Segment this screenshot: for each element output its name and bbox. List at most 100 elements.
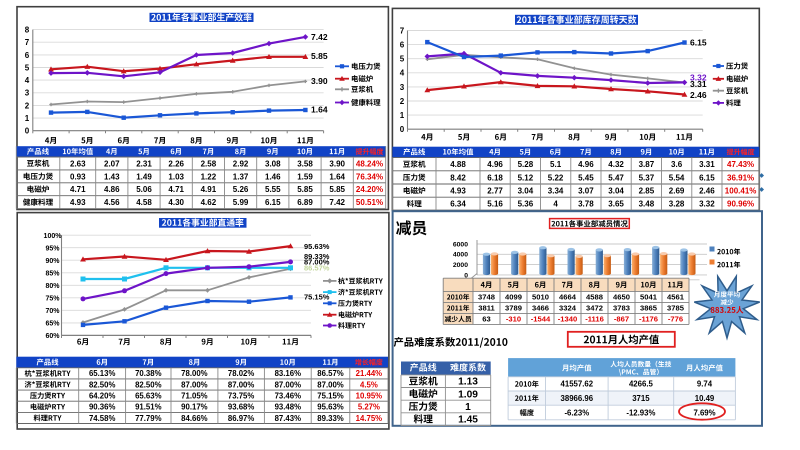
- svg-text:6: 6: [25, 51, 30, 60]
- svg-text:1.49: 1.49: [136, 172, 152, 181]
- svg-text:3324: 3324: [559, 304, 577, 313]
- svg-text:3.32: 3.32: [690, 73, 707, 83]
- svg-text:1.46: 1.46: [265, 172, 281, 181]
- svg-text:2.46: 2.46: [690, 90, 707, 100]
- svg-text:3.58: 3.58: [297, 159, 313, 168]
- svg-text:1.22: 1.22: [201, 172, 217, 181]
- svg-text:1: 1: [400, 111, 405, 120]
- svg-text:50.51%: 50.51%: [356, 198, 383, 207]
- svg-text:4: 4: [553, 200, 558, 209]
- svg-text:73.75%: 73.75%: [228, 391, 255, 400]
- svg-text:-12.93%: -12.93%: [626, 408, 655, 417]
- svg-text:4.71: 4.71: [70, 185, 86, 194]
- svg-text:7: 7: [25, 38, 30, 47]
- svg-text:1.45: 1.45: [458, 415, 478, 426]
- svg-text:89.33%: 89.33%: [317, 414, 344, 423]
- svg-text:10.49: 10.49: [695, 394, 715, 403]
- svg-text:6.18: 6.18: [487, 173, 503, 182]
- svg-text:10.95%: 10.95%: [356, 391, 383, 400]
- svg-text:-310: -310: [506, 315, 521, 324]
- svg-text:3472: 3472: [586, 304, 603, 313]
- svg-text:7.69%: 7.69%: [693, 408, 715, 417]
- svg-text:3.6: 3.6: [671, 160, 683, 169]
- svg-text:2000: 2000: [453, 262, 468, 269]
- svg-text:41557.62: 41557.62: [561, 380, 594, 389]
- svg-text:75.15%: 75.15%: [304, 293, 330, 302]
- svg-text:78.00%: 78.00%: [181, 369, 208, 378]
- svg-text:21.44%: 21.44%: [356, 369, 383, 378]
- svg-text:100.41%: 100.41%: [725, 187, 757, 196]
- svg-text:1.64: 1.64: [329, 172, 345, 181]
- svg-text:1.13: 1.13: [458, 377, 478, 388]
- svg-text:-1340: -1340: [558, 315, 577, 324]
- svg-text:5.85: 5.85: [311, 51, 328, 61]
- svg-text:90.96%: 90.96%: [727, 200, 754, 209]
- svg-text:70%: 70%: [45, 308, 60, 315]
- svg-text:3.78: 3.78: [578, 200, 594, 209]
- svg-text:85%: 85%: [45, 270, 60, 277]
- svg-text:5.54: 5.54: [669, 173, 685, 182]
- svg-text:2.07: 2.07: [104, 159, 120, 168]
- svg-text:6.34: 6.34: [450, 200, 466, 209]
- svg-text:4.88: 4.88: [450, 160, 466, 169]
- svg-text:5010: 5010: [532, 293, 549, 302]
- svg-text:65.63%: 65.63%: [135, 391, 162, 400]
- svg-text:93.68%: 93.68%: [228, 403, 255, 412]
- svg-text:77.79%: 77.79%: [135, 414, 162, 423]
- svg-text:87.00%: 87.00%: [275, 380, 302, 389]
- svg-text:6.89: 6.89: [297, 198, 313, 207]
- svg-text:-1116: -1116: [585, 315, 604, 324]
- svg-text:2.85: 2.85: [639, 187, 655, 196]
- svg-text:75.15%: 75.15%: [317, 391, 344, 400]
- svg-text:7.42: 7.42: [311, 32, 328, 42]
- svg-text:5: 5: [25, 63, 30, 72]
- svg-text:2.46: 2.46: [699, 187, 715, 196]
- svg-text:87.00%: 87.00%: [304, 258, 330, 267]
- svg-text:4099: 4099: [505, 293, 522, 302]
- svg-text:3.48: 3.48: [639, 200, 655, 209]
- svg-text:76.34%: 76.34%: [356, 172, 383, 181]
- svg-text:5.26: 5.26: [233, 185, 249, 194]
- svg-text:2.58: 2.58: [201, 159, 217, 168]
- svg-text:3783: 3783: [613, 304, 630, 313]
- svg-text:5.85: 5.85: [329, 185, 345, 194]
- svg-text:6.15: 6.15: [699, 173, 715, 182]
- svg-text:2.69: 2.69: [669, 187, 685, 196]
- svg-text:1.03: 1.03: [168, 172, 184, 181]
- svg-text:5.06: 5.06: [136, 185, 152, 194]
- svg-text:4.30: 4.30: [168, 198, 184, 207]
- svg-text:82.50%: 82.50%: [135, 380, 162, 389]
- svg-text:95.63%: 95.63%: [304, 242, 330, 251]
- svg-text:3.28: 3.28: [669, 200, 685, 209]
- svg-text:5.27%: 5.27%: [358, 403, 380, 412]
- svg-text:48.24%: 48.24%: [356, 159, 383, 168]
- svg-text:47.43%: 47.43%: [727, 160, 754, 169]
- svg-text:84.66%: 84.66%: [181, 414, 208, 423]
- svg-text:3.32: 3.32: [699, 200, 715, 209]
- svg-text:80%: 80%: [45, 283, 60, 290]
- svg-text:4.91: 4.91: [201, 185, 217, 194]
- svg-text:87.00%: 87.00%: [228, 380, 255, 389]
- svg-text:4.93: 4.93: [450, 187, 466, 196]
- svg-text:90%: 90%: [45, 258, 60, 265]
- svg-text:3.08: 3.08: [265, 159, 281, 168]
- svg-text:4000: 4000: [453, 252, 468, 259]
- svg-text:5.85: 5.85: [297, 185, 313, 194]
- svg-text:3.34: 3.34: [548, 187, 564, 196]
- svg-text:74.58%: 74.58%: [89, 414, 116, 423]
- svg-text:1: 1: [465, 402, 471, 413]
- svg-text:87.43%: 87.43%: [275, 414, 302, 423]
- svg-text:3785: 3785: [667, 304, 685, 313]
- svg-text:5.28: 5.28: [518, 160, 534, 169]
- svg-text:5.1: 5.1: [550, 160, 562, 169]
- svg-text:4.5%: 4.5%: [360, 380, 378, 389]
- svg-text:5041: 5041: [640, 293, 658, 302]
- svg-text:8.42: 8.42: [450, 173, 466, 182]
- svg-text:82.50%: 82.50%: [89, 380, 116, 389]
- svg-text:4: 4: [400, 69, 405, 78]
- svg-text:89.33%: 89.33%: [304, 252, 330, 261]
- svg-text:70.38%: 70.38%: [135, 369, 162, 378]
- svg-text:4.32: 4.32: [608, 160, 624, 169]
- svg-text:4.93: 4.93: [70, 198, 86, 207]
- svg-text:100%: 100%: [44, 233, 63, 240]
